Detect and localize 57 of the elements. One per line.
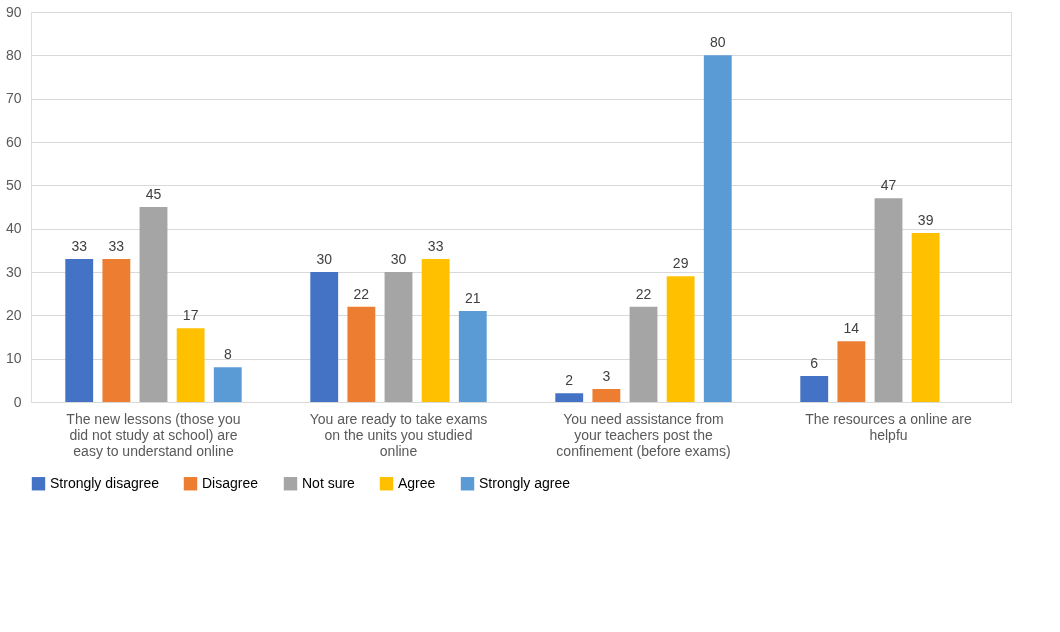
data-label: 21 [464, 290, 481, 306]
bar [555, 393, 584, 402]
data-label: 14 [843, 320, 860, 337]
y-tick-label: 80 [5, 46, 22, 63]
bar [666, 276, 695, 402]
data-label: 30 [316, 251, 333, 267]
data-label: 29 [672, 255, 689, 272]
data-label: 17 [182, 307, 199, 324]
y-tick-label: 20 [5, 306, 22, 323]
x-tick-label: You are ready to take exams on the units you studied online [309, 410, 488, 459]
data-label: 45 [145, 186, 162, 202]
x-tick-label: The resources a online are helpfu [805, 410, 972, 443]
data-label: 47 [880, 177, 897, 194]
bar [911, 233, 940, 402]
data-label: 8 [223, 346, 232, 363]
bar [213, 367, 242, 402]
legend-label: Strongly agree [479, 474, 571, 491]
bar [874, 198, 903, 402]
legend-label: Strongly disagree [50, 474, 160, 491]
x-tick-label: The new lessons (those you did not study at school) are easy to understand online [66, 410, 241, 459]
bar [384, 272, 413, 402]
y-tick-label: 0 [13, 393, 22, 410]
bar [592, 389, 621, 402]
x-tick-label: You need assistance from your teachers post the confinement (before exams) [556, 410, 731, 459]
data-label: 33 [427, 238, 444, 254]
bar [629, 306, 658, 402]
y-tick-label: 40 [5, 220, 22, 237]
legend-label: Disagree [202, 474, 259, 491]
y-tick-label: 90 [5, 3, 22, 20]
y-tick-label: 30 [5, 263, 22, 280]
bar [421, 259, 450, 402]
bar [310, 272, 339, 402]
y-tick-label: 60 [5, 133, 22, 150]
data-label: 39 [917, 212, 934, 228]
bar [347, 306, 376, 402]
bar [139, 207, 168, 402]
data-label: 30 [390, 251, 407, 267]
bar [800, 376, 829, 402]
bar [65, 259, 94, 402]
data-label: 22 [353, 285, 370, 302]
data-label: 6 [810, 355, 819, 371]
bar [703, 55, 732, 402]
data-label: 80 [709, 34, 726, 51]
data-label: 33 [71, 238, 88, 254]
legend-label: Agree [398, 474, 436, 491]
y-tick-label: 10 [5, 350, 22, 367]
y-tick-label: 70 [5, 90, 22, 107]
y-tick-label: 50 [5, 176, 22, 193]
legend-label: Not sure [302, 474, 356, 491]
bar [102, 259, 131, 402]
bar [458, 311, 487, 402]
bar [176, 328, 205, 402]
data-label: 3 [602, 368, 611, 384]
data-label: 33 [108, 238, 125, 254]
data-label: 22 [635, 285, 652, 302]
data-label: 2 [565, 372, 574, 389]
bar [837, 341, 866, 402]
